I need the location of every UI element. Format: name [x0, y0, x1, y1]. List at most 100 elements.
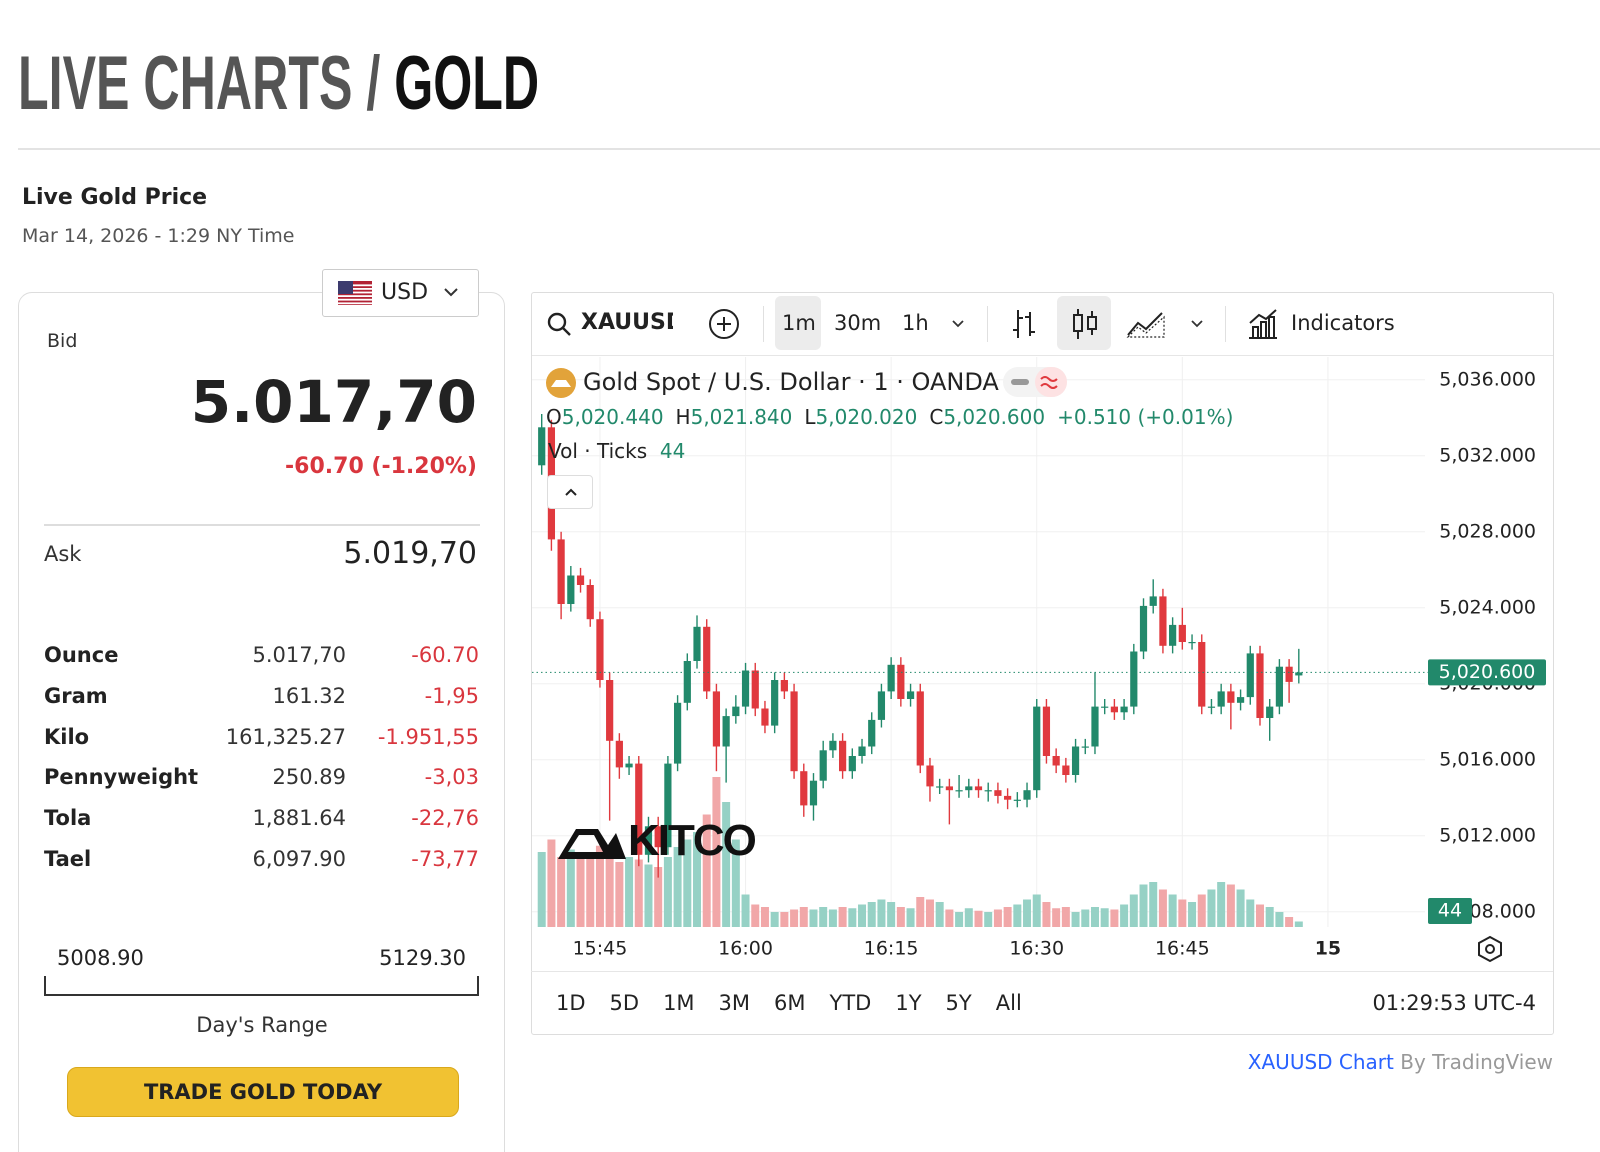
range-button[interactable]: 3M [718, 991, 751, 1015]
title-main: GOLD [394, 41, 540, 126]
candle-body [732, 706, 740, 717]
range-button[interactable]: 1M [663, 991, 695, 1015]
ohlc-value: 5,020.440 [561, 405, 664, 429]
range-button[interactable]: YTD [829, 991, 872, 1015]
volume-bar [1110, 909, 1119, 927]
volume-bar [1275, 912, 1284, 927]
interval-button[interactable]: 1h [902, 311, 929, 335]
volume-bar [858, 904, 867, 927]
candle-body [1110, 706, 1118, 713]
volume-bar [615, 862, 624, 927]
volume-bar [586, 852, 595, 927]
volume-bar [595, 845, 604, 927]
cta-button[interactable]: TRADE GOLD TODAY [67, 1067, 459, 1117]
range-button[interactable]: All [995, 991, 1022, 1015]
range-low: 5008.90 [57, 946, 144, 970]
unit-name: Ounce [44, 643, 119, 667]
unit-price: 1,881.64 [252, 806, 346, 831]
volume-bar [1285, 917, 1294, 927]
volume-bar [625, 857, 634, 927]
range-button[interactable]: 1Y [895, 991, 922, 1015]
candle-body [1052, 756, 1060, 766]
unit-change: -60.70 [411, 643, 479, 667]
ohlc-value: 5,020.020 [815, 405, 918, 429]
y-tick-label: 5,016.000 [1439, 748, 1536, 770]
volume-bar [537, 852, 546, 927]
volume-bar [1294, 921, 1303, 927]
chart-link[interactable]: XAUUSD Chart [1247, 1050, 1394, 1074]
compare-button[interactable] [708, 308, 740, 340]
interval-menu[interactable] [950, 318, 966, 330]
currency-label: USD [381, 280, 429, 305]
page-title: LIVE CHARTS / GOLD [18, 40, 539, 127]
collapse-legend[interactable] [547, 475, 593, 509]
attribution: XAUUSD Chart By TradingView [1100, 1050, 1553, 1074]
y-tick-label: 5,024.000 [1439, 596, 1536, 618]
symbol-search[interactable]: XAUUSD [581, 310, 673, 335]
candle-body [771, 680, 779, 726]
candle-body [693, 626, 701, 661]
x-tick-label: 16:45 [1155, 938, 1210, 960]
currency-select[interactable]: USD [322, 269, 479, 317]
separator [44, 524, 480, 526]
candle-body [664, 763, 672, 848]
candle-body [615, 740, 623, 768]
unit-price: 161.32 [272, 683, 346, 708]
volume-bar [722, 802, 731, 927]
candle-body [945, 786, 953, 791]
candle-body [625, 763, 633, 768]
ask-price: 5.019,70 [343, 536, 477, 571]
candle-body [809, 780, 818, 806]
candle-body [1004, 795, 1012, 800]
volume-bar [557, 857, 566, 927]
volume-bar [1120, 904, 1129, 927]
candle-body [1198, 642, 1206, 707]
volume-bar [848, 908, 857, 927]
unit-price: 6,097.90 [252, 847, 346, 871]
section-title: Live Gold Price [22, 185, 208, 210]
candle-body [538, 427, 546, 466]
volume-bar [1139, 884, 1148, 927]
volume-bar [955, 912, 964, 927]
area-style[interactable] [1126, 309, 1166, 339]
candle-body [1091, 706, 1099, 747]
range-button[interactable]: 1D [556, 991, 586, 1015]
candle-body [567, 575, 575, 604]
interval-button[interactable]: 30m [834, 311, 882, 335]
candle-body [1139, 605, 1148, 652]
range-button[interactable]: 5D [609, 991, 640, 1015]
ohlc-key: O [546, 405, 562, 429]
y-tick-label: 5,036.000 [1439, 368, 1536, 390]
indicators-button[interactable]: Indicators [1291, 311, 1395, 335]
range-button[interactable]: 5Y [945, 991, 972, 1015]
candle-body [839, 740, 847, 772]
style-menu[interactable] [1189, 318, 1205, 330]
candle-body [751, 670, 759, 709]
settings-icon[interactable] [1476, 935, 1504, 963]
volume-bar [1158, 889, 1167, 927]
volume-bar [644, 864, 653, 927]
interval-button[interactable]: 1m [782, 311, 816, 335]
volume-bar [916, 897, 925, 927]
bid-label: Bid [47, 330, 78, 352]
candle-body [877, 691, 886, 720]
indicators-icon[interactable] [1246, 307, 1280, 341]
bid-change: -60.70 (-1.20%) [285, 454, 477, 479]
volume-bar [809, 909, 818, 927]
volume-bar [634, 859, 643, 927]
range-button[interactable]: 6M [774, 991, 806, 1015]
range-border [531, 971, 1553, 972]
candle-body [1159, 596, 1167, 646]
volume-bar [731, 839, 740, 927]
candle-body [926, 765, 934, 787]
candle-body [722, 716, 730, 747]
volume-bar [673, 847, 682, 927]
candle-body [790, 691, 798, 772]
volume-bar [1071, 912, 1080, 927]
bars-style[interactable] [1010, 308, 1038, 340]
candles-style[interactable] [1070, 307, 1100, 341]
unit-name: Kilo [44, 724, 90, 749]
candle-body [1023, 790, 1031, 800]
candle-body [1149, 596, 1157, 606]
